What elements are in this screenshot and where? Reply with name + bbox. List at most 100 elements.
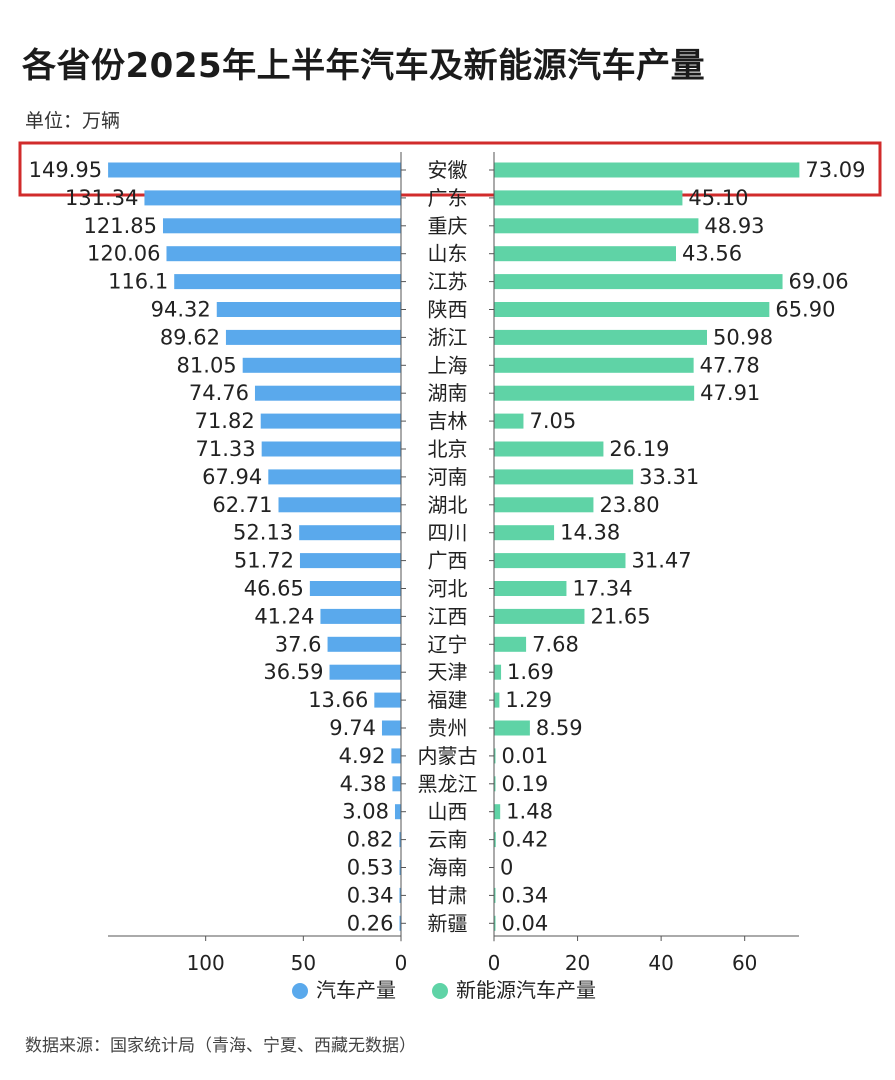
- label-nev-output: 65.90: [775, 298, 835, 322]
- bar-car-output: [381, 720, 401, 736]
- province-label: 河南: [428, 465, 468, 489]
- bar-nev-output: [494, 302, 770, 317]
- bar-nev-output: [494, 441, 604, 457]
- label-nev-output: 73.09: [805, 158, 865, 182]
- label-car-output: 71.33: [196, 437, 256, 461]
- label-car-output: 9.74: [329, 716, 376, 740]
- label-nev-output: 45.10: [688, 186, 748, 210]
- chart-title: 各省份2025年上半年汽车及新能源汽车产量: [22, 46, 706, 86]
- bar-car-output: [327, 636, 401, 652]
- bar-car-output: [399, 860, 401, 875]
- highlight-box: [18, 141, 882, 197]
- label-nev-output: 7.05: [529, 409, 576, 433]
- label-nev-output: 1.48: [506, 800, 553, 824]
- bar-car-output: [392, 776, 401, 792]
- bar-car-output: [320, 608, 401, 624]
- label-car-output: 67.94: [202, 465, 262, 489]
- label-car-output: 94.32: [151, 298, 211, 322]
- bar-car-output: [260, 413, 401, 429]
- bar-car-output: [166, 246, 401, 262]
- label-car-output: 0.82: [347, 828, 394, 852]
- bar-nev-output: [494, 608, 585, 624]
- bar-nev-output: [494, 887, 496, 903]
- bar-car-output: [399, 832, 401, 848]
- legend-label-car-output: 汽车产量: [316, 978, 396, 1002]
- province-label: 黑龙江: [418, 772, 478, 796]
- bar-nev-output: [494, 581, 567, 596]
- legend-swatch-nev-output: [432, 983, 448, 999]
- label-car-output: 37.6: [275, 632, 322, 656]
- bar-car-output: [299, 525, 401, 541]
- bar-nev-output: [494, 329, 707, 345]
- label-nev-output: 0: [500, 856, 513, 880]
- right-x-tick-label: 60: [732, 951, 757, 975]
- right-x-tick-label: 40: [648, 951, 673, 975]
- label-car-output: 4.92: [339, 744, 386, 768]
- label-car-output: 121.85: [84, 214, 157, 238]
- province-label: 陕西: [428, 298, 468, 322]
- bar-car-output: [309, 581, 401, 596]
- bar-car-output: [162, 218, 401, 234]
- bar-nev-output: [494, 385, 695, 401]
- label-car-output: 89.62: [160, 325, 220, 349]
- label-nev-output: 0.19: [502, 772, 549, 796]
- bar-car-output: [225, 329, 401, 345]
- label-car-output: 120.06: [87, 242, 160, 266]
- bar-car-output: [399, 887, 401, 903]
- right-x-tick-label: 0: [488, 951, 501, 975]
- bar-car-output: [216, 302, 401, 317]
- bar-car-output: [144, 190, 401, 206]
- province-label: 浙江: [428, 325, 468, 349]
- label-nev-output: 47.91: [700, 381, 760, 405]
- label-car-output: 116.1: [108, 270, 168, 294]
- bar-nev-output: [494, 246, 676, 262]
- label-car-output: 0.53: [347, 856, 394, 880]
- bar-nev-output: [494, 357, 694, 373]
- left-x-tick-label: 100: [187, 951, 225, 975]
- label-car-output: 0.26: [347, 911, 394, 935]
- label-car-output: 36.59: [263, 660, 323, 684]
- bar-car-output: [278, 497, 401, 513]
- label-car-output: 41.24: [254, 604, 314, 628]
- label-car-output: 74.76: [189, 381, 249, 405]
- bar-nev-output: [494, 497, 594, 513]
- province-label: 山东: [428, 242, 468, 266]
- province-label: 河北: [428, 577, 468, 601]
- province-label: 江苏: [428, 270, 468, 294]
- province-label: 湖北: [428, 493, 468, 517]
- bar-nev-output: [494, 832, 496, 848]
- bar-nev-output: [494, 692, 500, 708]
- label-nev-output: 7.68: [532, 632, 579, 656]
- label-nev-output: 17.34: [572, 577, 632, 601]
- province-label: 上海: [428, 353, 468, 377]
- bar-car-output: [394, 804, 401, 820]
- bar-nev-output: [494, 162, 800, 178]
- bar-car-output: [261, 441, 401, 457]
- bar-car-output: [399, 915, 401, 931]
- province-label: 湖南: [428, 381, 468, 405]
- label-nev-output: 33.31: [639, 465, 699, 489]
- province-label: 北京: [428, 437, 468, 461]
- label-nev-output: 0.01: [502, 744, 549, 768]
- bar-nev-output: [494, 720, 530, 736]
- bar-nev-output: [494, 776, 496, 792]
- bar-nev-output: [494, 664, 502, 680]
- label-car-output: 81.05: [177, 353, 237, 377]
- province-label: 四川: [428, 521, 468, 545]
- legend-label-nev-output: 新能源汽车产量: [456, 978, 596, 1002]
- bar-nev-output: [494, 274, 783, 290]
- label-car-output: 62.71: [212, 493, 272, 517]
- bar-nev-output: [494, 190, 683, 206]
- label-nev-output: 21.65: [590, 604, 650, 628]
- label-nev-output: 69.06: [789, 270, 849, 294]
- label-nev-output: 1.69: [507, 660, 554, 684]
- bar-nev-output: [494, 553, 626, 569]
- province-label: 广西: [428, 549, 468, 573]
- label-car-output: 13.66: [308, 688, 368, 712]
- right-x-tick-label: 20: [565, 951, 590, 975]
- bar-nev-output: [494, 413, 524, 429]
- province-label: 江西: [428, 604, 468, 628]
- label-car-output: 149.95: [29, 158, 102, 182]
- province-label: 甘肃: [428, 883, 468, 907]
- label-nev-output: 43.56: [682, 242, 742, 266]
